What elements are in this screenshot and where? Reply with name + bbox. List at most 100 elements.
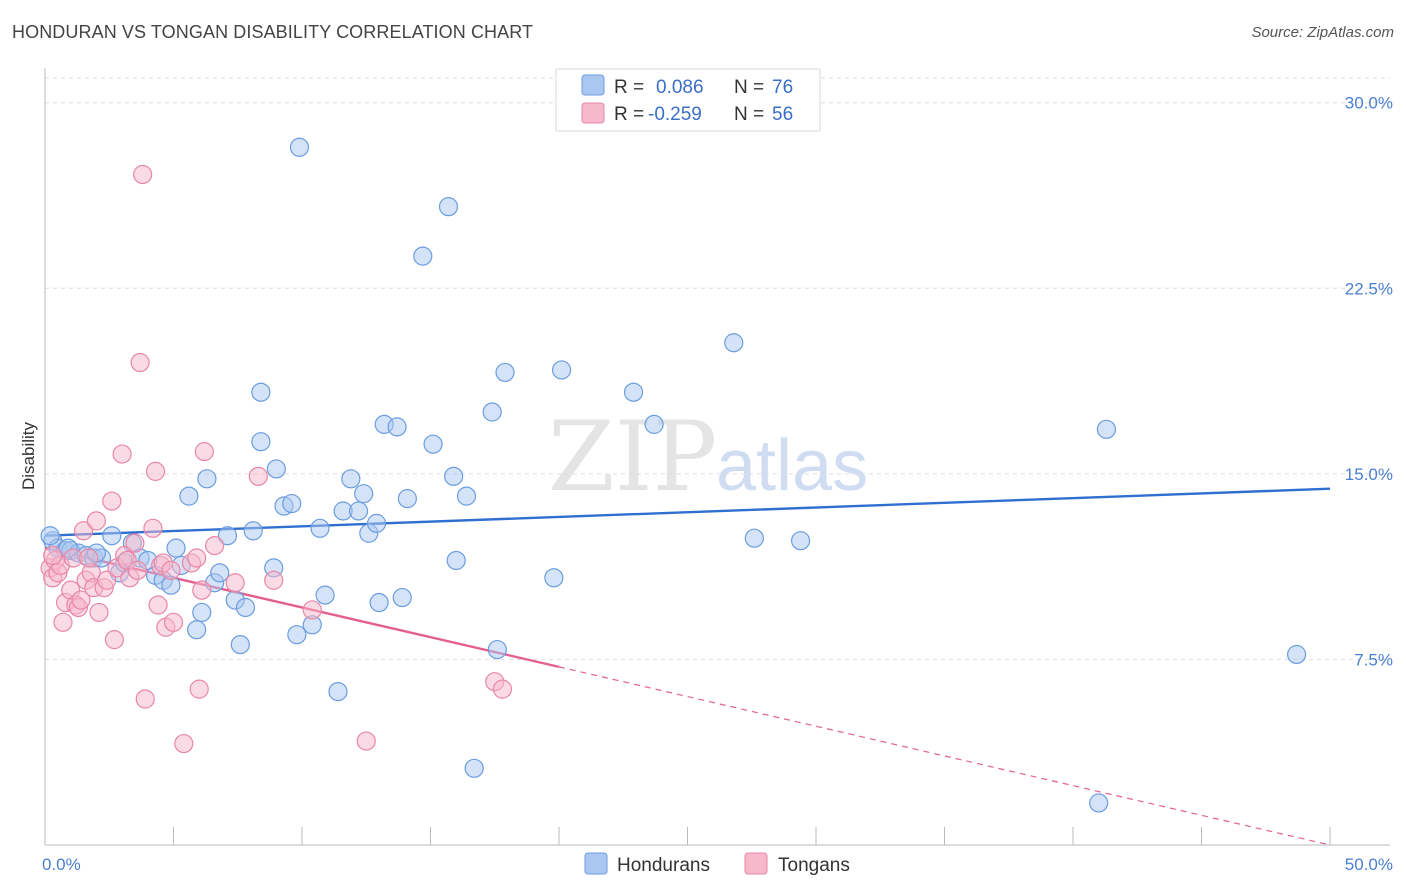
point-hondurans bbox=[179, 486, 199, 506]
point-hondurans bbox=[366, 513, 387, 533]
legend-box: R = 0.086 N = 76 R = -0.259 N = 56 bbox=[555, 68, 821, 132]
point-tongans bbox=[143, 518, 163, 538]
point-hondurans bbox=[235, 597, 256, 618]
legend-n-value: 76 bbox=[772, 77, 793, 98]
y-tick-label: 22.5% bbox=[1345, 279, 1393, 298]
point-tongans bbox=[130, 352, 150, 373]
point-tongans bbox=[104, 630, 124, 650]
point-hondurans bbox=[251, 382, 271, 402]
legend-r-label: R = bbox=[614, 77, 644, 98]
point-tongans bbox=[89, 602, 109, 623]
y-tick-label: 7.5% bbox=[1354, 650, 1393, 669]
point-hondurans bbox=[544, 568, 564, 588]
point-tongans bbox=[161, 560, 181, 580]
point-hondurans bbox=[397, 489, 417, 509]
tick-labels: 7.5% 15.0% 22.5% 30.0% 0.0% 50.0% bbox=[42, 94, 1393, 874]
point-hondurans bbox=[315, 585, 335, 605]
point-hondurans bbox=[444, 466, 464, 486]
point-tongans bbox=[135, 689, 155, 709]
point-tongans bbox=[174, 733, 194, 754]
bottom-legend-tongans: Tongans bbox=[778, 855, 850, 876]
point-tongans bbox=[71, 590, 91, 610]
point-hondurans bbox=[40, 526, 60, 546]
point-hondurans bbox=[1286, 644, 1307, 665]
chart-title: HONDURAN VS TONGAN DISABILITY CORRELATIO… bbox=[12, 22, 534, 42]
point-hondurans bbox=[328, 681, 348, 702]
watermark-zip: ZIP bbox=[548, 401, 717, 513]
gridlines bbox=[45, 77, 1390, 660]
x-tick-label: 0.0% bbox=[42, 855, 81, 874]
bottom-legend-swatch-tongans bbox=[744, 852, 768, 875]
point-hondurans bbox=[217, 526, 238, 546]
legend-r-label: R = bbox=[614, 104, 644, 125]
point-tongans bbox=[492, 679, 513, 699]
point-hondurans bbox=[1089, 793, 1109, 813]
point-tongans bbox=[194, 442, 214, 462]
point-hondurans bbox=[644, 414, 664, 434]
source-label: Source: ZipAtlas.com bbox=[1251, 24, 1394, 41]
data-points bbox=[40, 137, 1307, 813]
point-tongans bbox=[163, 612, 184, 632]
point-hondurans bbox=[289, 137, 310, 157]
point-hondurans bbox=[243, 521, 263, 541]
point-hondurans bbox=[210, 563, 230, 583]
point-hondurans bbox=[487, 639, 507, 660]
point-hondurans bbox=[413, 246, 433, 266]
point-hondurans bbox=[287, 625, 307, 645]
point-hondurans bbox=[197, 469, 217, 489]
point-hondurans bbox=[387, 417, 407, 437]
point-hondurans bbox=[495, 362, 515, 383]
point-hondurans bbox=[438, 197, 459, 217]
point-hondurans bbox=[482, 402, 502, 422]
point-tongans bbox=[302, 600, 322, 620]
point-tongans bbox=[43, 545, 63, 566]
point-hondurans bbox=[623, 382, 644, 402]
trend-line-tongans bbox=[558, 666, 1331, 846]
trend-lines bbox=[44, 487, 1331, 846]
point-hondurans bbox=[251, 432, 271, 452]
point-tongans bbox=[79, 548, 99, 568]
point-tongans bbox=[112, 444, 132, 464]
point-hondurans bbox=[282, 493, 302, 514]
point-hondurans bbox=[354, 484, 374, 504]
point-tongans bbox=[133, 164, 153, 185]
point-hondurans bbox=[187, 620, 207, 640]
point-tongans bbox=[127, 560, 148, 580]
y-tick-label: 30.0% bbox=[1345, 94, 1393, 113]
point-tongans bbox=[145, 461, 166, 481]
legend-swatch-tongans bbox=[581, 102, 605, 124]
legend-swatch-hondurans bbox=[581, 74, 605, 96]
bottom-legend: Hondurans Tongans bbox=[584, 852, 850, 876]
point-tongans bbox=[192, 580, 212, 600]
point-tongans bbox=[53, 612, 73, 632]
point-tongans bbox=[189, 679, 209, 699]
point-hondurans bbox=[724, 333, 744, 353]
point-hondurans bbox=[166, 538, 186, 558]
point-hondurans bbox=[464, 758, 484, 778]
point-tongans bbox=[97, 570, 117, 590]
watermark-atlas: atlas bbox=[716, 426, 868, 506]
point-tongans bbox=[248, 466, 268, 486]
axes bbox=[44, 68, 1390, 846]
point-hondurans bbox=[192, 602, 212, 623]
point-hondurans bbox=[790, 531, 811, 551]
point-tongans bbox=[225, 573, 245, 593]
point-hondurans bbox=[456, 486, 477, 506]
legend-r-value: 0.086 bbox=[656, 77, 704, 98]
point-hondurans bbox=[102, 526, 122, 546]
point-hondurans bbox=[551, 360, 572, 380]
legend-n-value: 56 bbox=[772, 104, 793, 125]
point-hondurans bbox=[348, 501, 369, 521]
bottom-legend-hondurans: Hondurans bbox=[617, 855, 710, 876]
point-hondurans bbox=[392, 587, 412, 608]
x-tick-label: 50.0% bbox=[1345, 855, 1393, 874]
point-tongans bbox=[148, 595, 168, 615]
point-hondurans bbox=[266, 459, 286, 479]
y-tick-label: 15.0% bbox=[1345, 465, 1393, 484]
point-hondurans bbox=[230, 634, 250, 655]
point-hondurans bbox=[744, 528, 764, 548]
point-tongans bbox=[264, 570, 284, 590]
legend-n-label: N = bbox=[734, 104, 764, 125]
point-tongans bbox=[187, 548, 207, 568]
point-hondurans bbox=[446, 550, 466, 571]
